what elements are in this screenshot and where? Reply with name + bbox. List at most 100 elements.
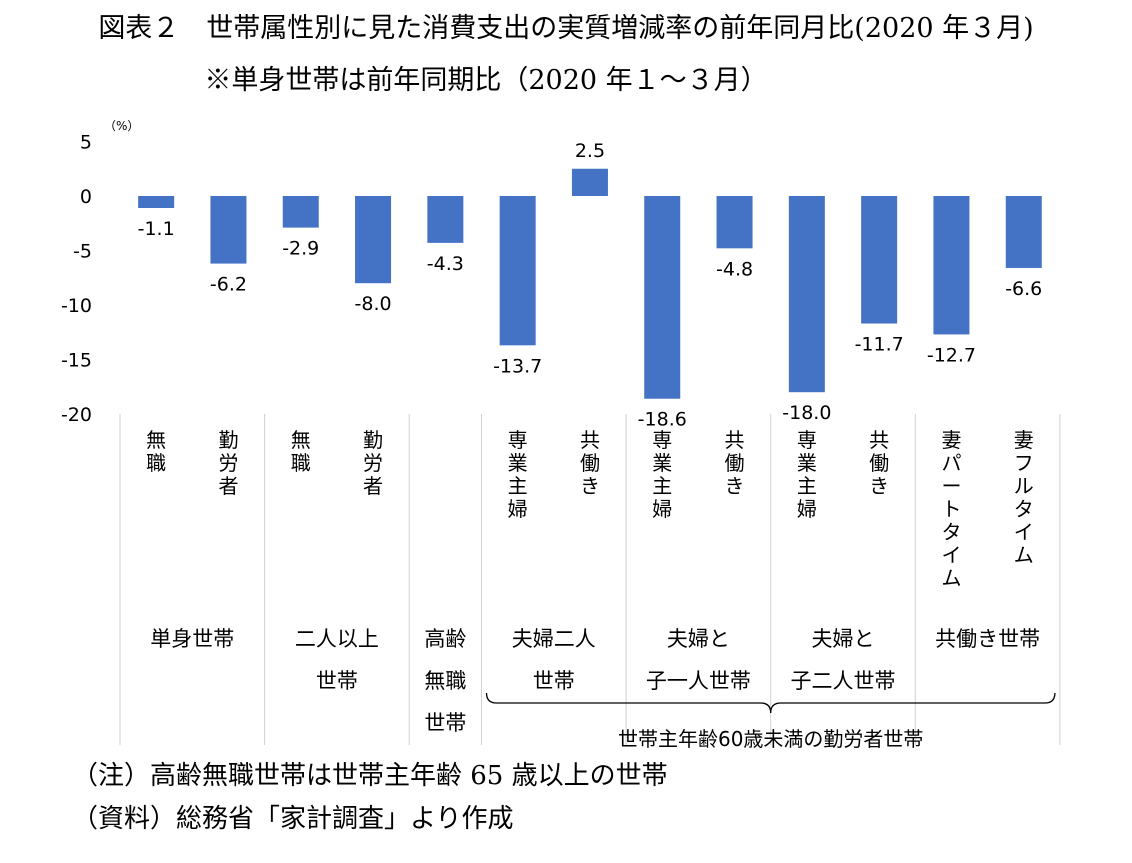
category-label-char: ム (1014, 543, 1034, 567)
group-label: 世帯 (533, 669, 575, 693)
category-label-char: ム (941, 566, 961, 590)
bar (788, 196, 825, 393)
category-label-char: ル (1014, 474, 1034, 498)
category-label-char: 者 (218, 474, 238, 498)
category-label-char: 働 (725, 451, 745, 475)
category-label-char: パ (941, 451, 961, 475)
category-label-char: 婦 (508, 497, 528, 521)
bracket-brace (485, 692, 1056, 714)
category-label-char: 労 (218, 451, 238, 475)
category-label-char: き (580, 474, 600, 498)
category-label-char: 無 (146, 428, 166, 452)
group-label: 共働き世帯 (935, 627, 1040, 651)
category-label-char: 業 (508, 451, 528, 475)
category-label-char: 勤 (218, 428, 238, 452)
data-label: -4.3 (427, 253, 464, 275)
group-label: 夫婦二人 (512, 627, 596, 651)
bar (571, 168, 608, 196)
group-label: 世帯 (424, 711, 466, 735)
group-label: 夫婦と (667, 627, 730, 651)
category-labels: 無職勤労者無職勤労者専業主婦共働き専業主婦共働き専業主婦共働き妻パートタイム妻フ… (146, 428, 1034, 590)
bar-chart: （%） 50-5-10-15-20 -1.1-6.2-2.9-8.0-4.3-1… (61, 119, 1061, 751)
category-label-char: 無 (291, 428, 311, 452)
category-label-char: 主 (652, 474, 672, 498)
category-label-char: タ (941, 520, 961, 544)
source-line: （資料）総務省「家計調査」より作成 (72, 804, 514, 834)
bar (644, 196, 681, 399)
bar (716, 196, 753, 249)
group-label: 世帯 (316, 669, 358, 693)
data-label: -18.0 (782, 402, 831, 424)
category-label-char: 妻 (1014, 428, 1034, 452)
category-label-char: 業 (652, 451, 672, 475)
category-label-char: ー (941, 474, 961, 498)
data-label: -4.8 (716, 258, 753, 280)
category-label-char: 者 (363, 474, 383, 498)
category-label-char: 婦 (652, 497, 672, 521)
chart-title: 図表２ 世帯属性別に見た消費支出の実質増減率の前年同月比(2020 年３月) (98, 13, 1034, 44)
bar (355, 196, 392, 284)
bar (282, 196, 319, 228)
y-tick-label: -10 (61, 295, 92, 317)
category-label-char: 主 (797, 474, 817, 498)
bar (210, 196, 247, 264)
category-label-char: フ (1014, 451, 1034, 475)
category-label-char: 職 (146, 451, 166, 475)
group-label: 子一人世帯 (646, 669, 751, 693)
category-label-char: タ (1014, 497, 1034, 521)
bracket: 世帯主年齢60歳未満の勤労者世帯 (485, 692, 1056, 751)
category-label-char: 共 (725, 428, 745, 452)
category-label-char: 職 (291, 451, 311, 475)
category-separators (119, 414, 1061, 745)
bars (138, 168, 1042, 399)
data-label: -8.0 (355, 293, 392, 315)
data-label: -2.9 (282, 238, 319, 260)
bar (1005, 196, 1042, 268)
category-label-char: 専 (797, 428, 817, 452)
bar (427, 196, 464, 243)
data-label: -18.6 (638, 409, 687, 431)
bar (138, 196, 175, 208)
data-label: -6.2 (210, 274, 247, 296)
bar (933, 196, 970, 335)
group-label: 子二人世帯 (791, 669, 896, 693)
y-tick-label: 0 (80, 186, 92, 208)
group-label: 無職 (424, 669, 466, 693)
category-label-char: 婦 (797, 497, 817, 521)
data-labels: -1.1 -6.2 -2.9 -8.0 -4.3 -13.7 2.5 -18.6 -4.8 -18… (138, 140, 1043, 431)
category-label-char: 労 (363, 451, 383, 475)
category-label-char: 専 (652, 428, 672, 452)
category-label-char: 共 (580, 428, 600, 452)
category-label-char: 勤 (363, 428, 383, 452)
group-label: 夫婦と (812, 627, 875, 651)
y-tick-label: -15 (61, 350, 92, 372)
group-label: 単身世帯 (150, 627, 234, 651)
data-label: -13.7 (493, 355, 542, 377)
data-label: -11.7 (855, 334, 904, 356)
category-label-char: 主 (508, 474, 528, 498)
category-label-char: 働 (580, 451, 600, 475)
category-label-char: き (725, 474, 745, 498)
data-label: -1.1 (138, 218, 175, 240)
data-label: -12.7 (927, 344, 976, 366)
group-label: 高齢 (424, 627, 466, 651)
note-line: （注）高齢無職世帯は世帯主年齢 65 歳以上の世帯 (72, 761, 668, 791)
unit-label: （%） (104, 119, 139, 133)
bar (499, 196, 536, 346)
category-label-char: 共 (869, 428, 889, 452)
category-label-char: イ (941, 543, 961, 567)
chart-subtitle: ※単身世帯は前年同期比（2020 年１～３月） (204, 65, 768, 96)
y-tick-label: 5 (80, 132, 92, 154)
category-label-char: き (869, 474, 889, 498)
category-label-char: 業 (797, 451, 817, 475)
category-label-char: 働 (869, 451, 889, 475)
y-tick-label: -5 (73, 241, 92, 263)
bracket-label: 世帯主年齢60歳未満の勤労者世帯 (618, 727, 923, 751)
category-label-char: 専 (508, 428, 528, 452)
group-label: 二人以上 (295, 627, 379, 651)
category-label-char: 妻 (941, 428, 961, 452)
bar (861, 196, 898, 324)
group-labels: 単身世帯 二人以上世帯高齢無職世帯夫婦二人世帯夫婦と子一人世帯夫婦と子二人世帯共働… (150, 627, 1040, 735)
category-label-char: ト (941, 497, 961, 521)
data-label: 2.5 (575, 140, 605, 162)
